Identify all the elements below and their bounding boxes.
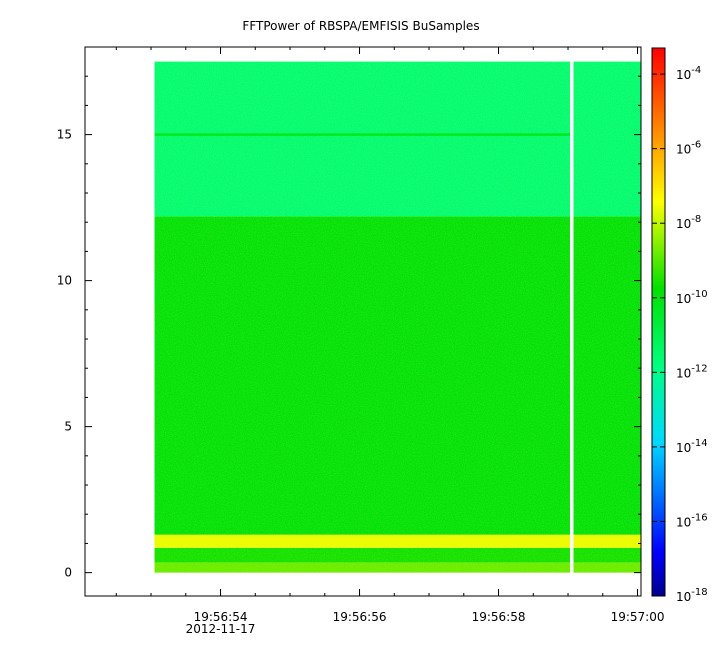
spectrogram-texture [154, 61, 641, 573]
colorbar-tick-label: 10-18 [676, 587, 708, 604]
x-tick-label: 19:56:56 [333, 610, 387, 624]
colorbar-tick-label: 10-10 [676, 289, 708, 306]
x-tick-label: 19:57:00 [611, 610, 665, 624]
spectral-line [154, 133, 572, 136]
colorbar-tick-label: 10-12 [676, 363, 708, 380]
y-tick-label: 15 [57, 128, 72, 142]
colorbar-tick-label: 10-14 [676, 438, 708, 455]
colorbar: 10-4 10-6 10-8 10-10 10-12 10-14 10-16 10-18 [651, 47, 708, 604]
colorbar-gradient [651, 47, 666, 597]
y-axis: 0 5 10 15 [57, 46, 641, 580]
colorbar-tick-label: 10-4 [676, 65, 701, 82]
plot-area [154, 60, 641, 574]
plot-frame [84, 46, 642, 597]
chart-title: FFTPower of RBSPA/EMFISIS BuSamples [242, 19, 479, 33]
colorbar-tick-label: 10-6 [676, 140, 701, 157]
colorbar-tick-label: 10-16 [676, 512, 708, 529]
y-tick-label: 0 [64, 566, 72, 580]
data-gap [570, 60, 574, 574]
x-tick-label: 19:56:54 [194, 610, 248, 624]
colorbar-tick-label: 10-8 [676, 214, 701, 231]
x-tick-sublabel: 2012-11-17 [186, 622, 256, 636]
y-tick-label: 10 [57, 274, 72, 288]
x-tick-label: 19:56:58 [472, 610, 526, 624]
y-tick-label: 5 [64, 420, 72, 434]
